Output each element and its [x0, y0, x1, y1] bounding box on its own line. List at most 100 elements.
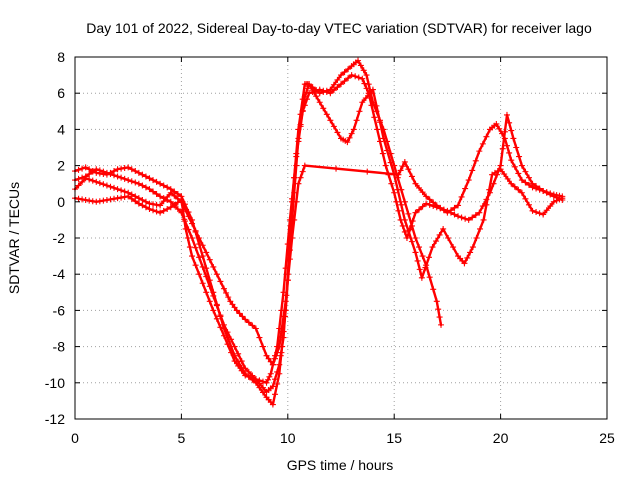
- data-point: [128, 166, 135, 173]
- data-point: [182, 225, 189, 232]
- data-point: [252, 325, 259, 332]
- data-point: [89, 177, 96, 184]
- data-point: [344, 139, 351, 146]
- data-point: [320, 87, 327, 94]
- data-point: [486, 186, 493, 193]
- data-point: [249, 374, 256, 381]
- data-point: [125, 189, 132, 196]
- data-point: [501, 135, 508, 142]
- data-point: [499, 130, 506, 137]
- data-point: [217, 278, 224, 285]
- data-point: [75, 195, 82, 202]
- data-point: [259, 378, 266, 385]
- data-point: [436, 231, 443, 238]
- data-point: [399, 163, 406, 170]
- data-point: [100, 168, 107, 175]
- data-point: [377, 119, 384, 126]
- data-point: [426, 201, 433, 208]
- data-point: [174, 195, 181, 202]
- data-point: [547, 191, 554, 198]
- data-point: [412, 209, 419, 216]
- data-point: [256, 334, 263, 341]
- data-point: [100, 181, 107, 188]
- data-point: [121, 193, 128, 200]
- data-point: [462, 185, 469, 192]
- data-point: [536, 186, 543, 193]
- data-point: [430, 286, 437, 293]
- data-point: [338, 72, 344, 79]
- y-tick-label: -2: [53, 230, 66, 246]
- data-point: [189, 253, 196, 260]
- data-point: [86, 176, 93, 183]
- data-point: [114, 166, 121, 173]
- data-point: [433, 238, 440, 245]
- data-point: [416, 184, 423, 191]
- data-point: [213, 315, 220, 322]
- data-point: [75, 166, 82, 173]
- data-point: [224, 341, 231, 348]
- data-point: [533, 209, 540, 216]
- data-point: [164, 193, 171, 200]
- data-point: [405, 227, 412, 234]
- data-point: [458, 193, 465, 200]
- data-point: [280, 313, 287, 320]
- data-point: [469, 167, 476, 174]
- data-point: [419, 203, 426, 210]
- data-point: [146, 206, 153, 213]
- y-tick-label: 8: [57, 49, 65, 65]
- data-point: [196, 235, 203, 241]
- data-point: [363, 72, 370, 79]
- data-point: [178, 198, 185, 205]
- data-point: [196, 271, 203, 278]
- data-point: [181, 206, 188, 213]
- data-point: [516, 153, 523, 160]
- data-point: [345, 66, 352, 73]
- data-point: [473, 235, 480, 241]
- data-point: [464, 254, 471, 261]
- data-point: [121, 188, 128, 195]
- data-point: [355, 57, 362, 64]
- data-point: [508, 180, 515, 187]
- data-point: [150, 201, 157, 208]
- data-point: [362, 95, 369, 102]
- data-point: [433, 202, 440, 209]
- data-point: [518, 189, 525, 196]
- data-point: [86, 197, 93, 204]
- data-point: [79, 196, 86, 203]
- data-point: [75, 175, 82, 182]
- data-point: [249, 322, 256, 329]
- data-point: [483, 201, 490, 208]
- y-tick-label: -4: [53, 266, 66, 282]
- data-point: [360, 67, 367, 74]
- data-point: [167, 198, 174, 205]
- data-point: [476, 148, 483, 155]
- data-point: [239, 313, 246, 320]
- data-point: [186, 244, 193, 251]
- data-point: [346, 134, 353, 141]
- data-point: [388, 180, 395, 187]
- data-point: [199, 280, 206, 287]
- data-point: [121, 175, 128, 182]
- series-track-4: [72, 120, 566, 368]
- data-point: [320, 105, 327, 112]
- data-point: [438, 321, 445, 328]
- data-point: [540, 187, 547, 194]
- data-point: [135, 195, 142, 202]
- data-point: [323, 111, 330, 118]
- data-point: [206, 283, 213, 290]
- data-point: [79, 178, 86, 185]
- data-point: [423, 193, 430, 200]
- data-point: [309, 87, 316, 94]
- data-point: [355, 74, 362, 81]
- data-point: [391, 189, 398, 196]
- data-point: [408, 173, 415, 180]
- data-point: [213, 302, 220, 309]
- data-point: [380, 135, 387, 142]
- x-tick-label: 0: [71, 430, 79, 446]
- data-point: [217, 312, 224, 319]
- data-point: [357, 62, 364, 69]
- data-point: [107, 183, 114, 190]
- data-point: [157, 202, 164, 209]
- x-tick-label: 15: [386, 430, 402, 446]
- axis-ticks: 0 5 10 15 20 25 -12 -10 -8 -6 -4 -2 0 2 4 6 8: [45, 49, 615, 446]
